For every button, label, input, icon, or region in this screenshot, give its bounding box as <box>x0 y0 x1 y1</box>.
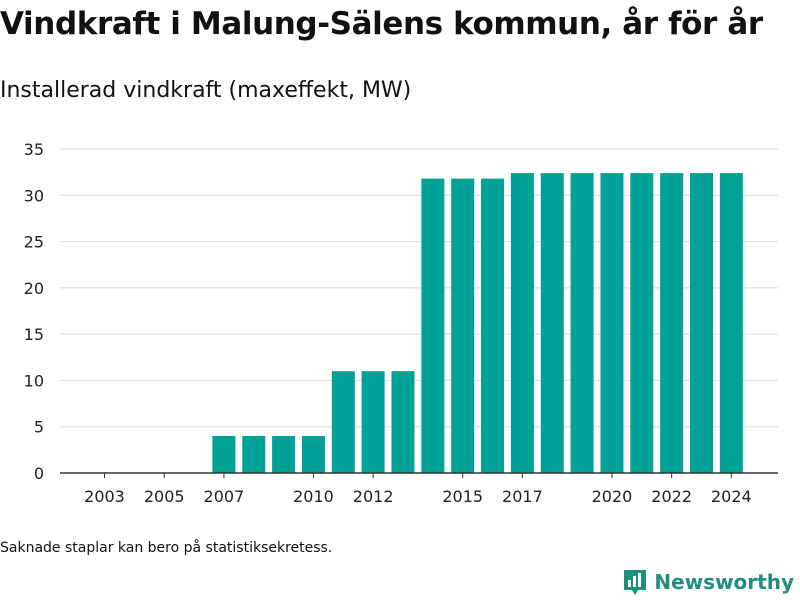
bar-2024 <box>719 173 743 473</box>
bar-2016 <box>481 178 505 473</box>
brand-name: Newsworthy <box>654 570 794 594</box>
bar-chart: 0 5 10 15 20 25 30 35 2003 2005 2007 2010 2012 2015 20… <box>24 140 778 506</box>
x-tick-label: 2017 <box>502 487 543 506</box>
y-tick-label: 30 <box>24 186 44 205</box>
x-tick-label: 2012 <box>353 487 394 506</box>
brand-logo: Newsworthy <box>622 568 794 596</box>
bar-2009 <box>272 435 296 473</box>
y-tick-label: 5 <box>34 418 44 437</box>
bar-2015 <box>451 178 475 473</box>
bar-2019 <box>570 173 594 473</box>
x-tick-label: 2020 <box>592 487 633 506</box>
bar-2023 <box>690 173 713 473</box>
x-tick-label: 2010 <box>293 487 334 506</box>
footnote: Saknade staplar kan bero på statistiksek… <box>0 540 333 556</box>
bar-2013 <box>391 371 415 473</box>
y-tick-label: 35 <box>24 140 44 159</box>
bar-2014 <box>421 178 445 473</box>
x-tick-label: 2024 <box>711 487 752 506</box>
bar-2008 <box>242 435 266 473</box>
bar-2010 <box>301 435 325 473</box>
bar-2007 <box>212 435 236 473</box>
bar-2022 <box>660 173 684 473</box>
x-tick-label: 2005 <box>144 487 185 506</box>
x-tick-label: 2007 <box>204 487 245 506</box>
x-tick-label: 2015 <box>442 487 483 506</box>
y-tick-label: 20 <box>24 279 44 298</box>
y-tick-label: 0 <box>34 464 44 483</box>
chart-subtitle: Installerad vindkraft (maxeffekt, MW) <box>0 78 412 103</box>
bar-2021 <box>630 173 654 473</box>
bar-2020 <box>600 173 624 473</box>
bar-2012 <box>361 371 385 473</box>
bar-2011 <box>331 371 355 473</box>
y-tick-label: 15 <box>24 325 44 344</box>
y-tick-label: 25 <box>24 233 44 252</box>
x-tick-label: 2022 <box>651 487 692 506</box>
bar-2018 <box>540 173 564 473</box>
y-tick-label: 10 <box>24 371 44 390</box>
bar-2017 <box>510 173 534 473</box>
bar-chart-logo-icon <box>624 570 647 595</box>
x-tick-label: 2003 <box>84 487 125 506</box>
chart-title: Vindkraft i Malung-Sälens kommun, år för… <box>0 6 763 42</box>
